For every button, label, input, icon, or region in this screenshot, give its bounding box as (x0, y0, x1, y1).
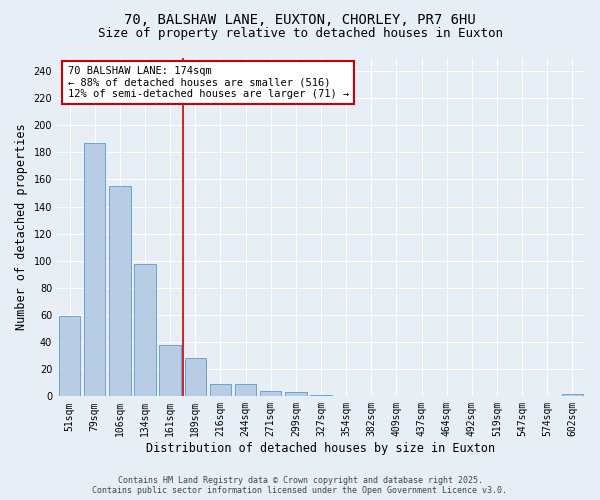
Text: 70 BALSHAW LANE: 174sqm
← 88% of detached houses are smaller (516)
12% of semi-d: 70 BALSHAW LANE: 174sqm ← 88% of detache… (68, 66, 349, 99)
Bar (285, 392, 307, 396)
Bar (59, 316, 80, 396)
Bar (109, 186, 131, 396)
Bar (562, 394, 583, 396)
Y-axis label: Number of detached properties: Number of detached properties (15, 124, 28, 330)
Bar (185, 358, 206, 397)
Bar (134, 264, 156, 396)
Bar (235, 384, 256, 396)
Bar (210, 384, 231, 396)
Text: 70, BALSHAW LANE, EUXTON, CHORLEY, PR7 6HU: 70, BALSHAW LANE, EUXTON, CHORLEY, PR7 6… (124, 12, 476, 26)
Bar (160, 345, 181, 397)
Bar (310, 395, 332, 396)
Bar (84, 143, 106, 397)
Text: Size of property relative to detached houses in Euxton: Size of property relative to detached ho… (97, 28, 503, 40)
X-axis label: Distribution of detached houses by size in Euxton: Distribution of detached houses by size … (146, 442, 496, 455)
Bar (260, 391, 281, 396)
Text: Contains HM Land Registry data © Crown copyright and database right 2025.
Contai: Contains HM Land Registry data © Crown c… (92, 476, 508, 495)
